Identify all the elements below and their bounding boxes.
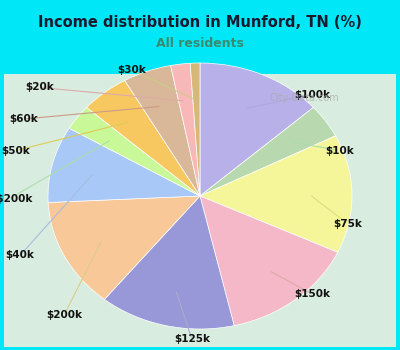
Text: $10k: $10k	[326, 146, 354, 155]
Wedge shape	[125, 65, 200, 196]
Wedge shape	[69, 107, 200, 196]
Text: $150k: $150k	[294, 289, 330, 299]
Text: $60k: $60k	[10, 114, 38, 124]
Text: $200k: $200k	[46, 310, 82, 320]
Wedge shape	[104, 196, 234, 329]
Text: $20k: $20k	[26, 83, 54, 92]
Text: All residents: All residents	[156, 37, 244, 50]
Text: $30k: $30k	[118, 65, 146, 75]
Text: $100k: $100k	[294, 90, 330, 99]
Bar	[4, 74, 396, 346]
Wedge shape	[190, 63, 200, 196]
Wedge shape	[200, 107, 336, 196]
Wedge shape	[200, 196, 338, 326]
Text: $40k: $40k	[6, 251, 34, 260]
Wedge shape	[200, 136, 352, 252]
Text: $125k: $125k	[174, 335, 210, 344]
Wedge shape	[87, 80, 200, 196]
Text: $50k: $50k	[2, 146, 30, 155]
Text: > $200k: > $200k	[0, 195, 32, 204]
Wedge shape	[200, 63, 313, 196]
Text: City-Data.com: City-Data.com	[269, 93, 339, 103]
Wedge shape	[48, 128, 200, 202]
Text: $75k: $75k	[334, 219, 362, 229]
Text: Income distribution in Munford, TN (%): Income distribution in Munford, TN (%)	[38, 15, 362, 30]
Wedge shape	[171, 63, 200, 196]
Wedge shape	[48, 196, 200, 299]
